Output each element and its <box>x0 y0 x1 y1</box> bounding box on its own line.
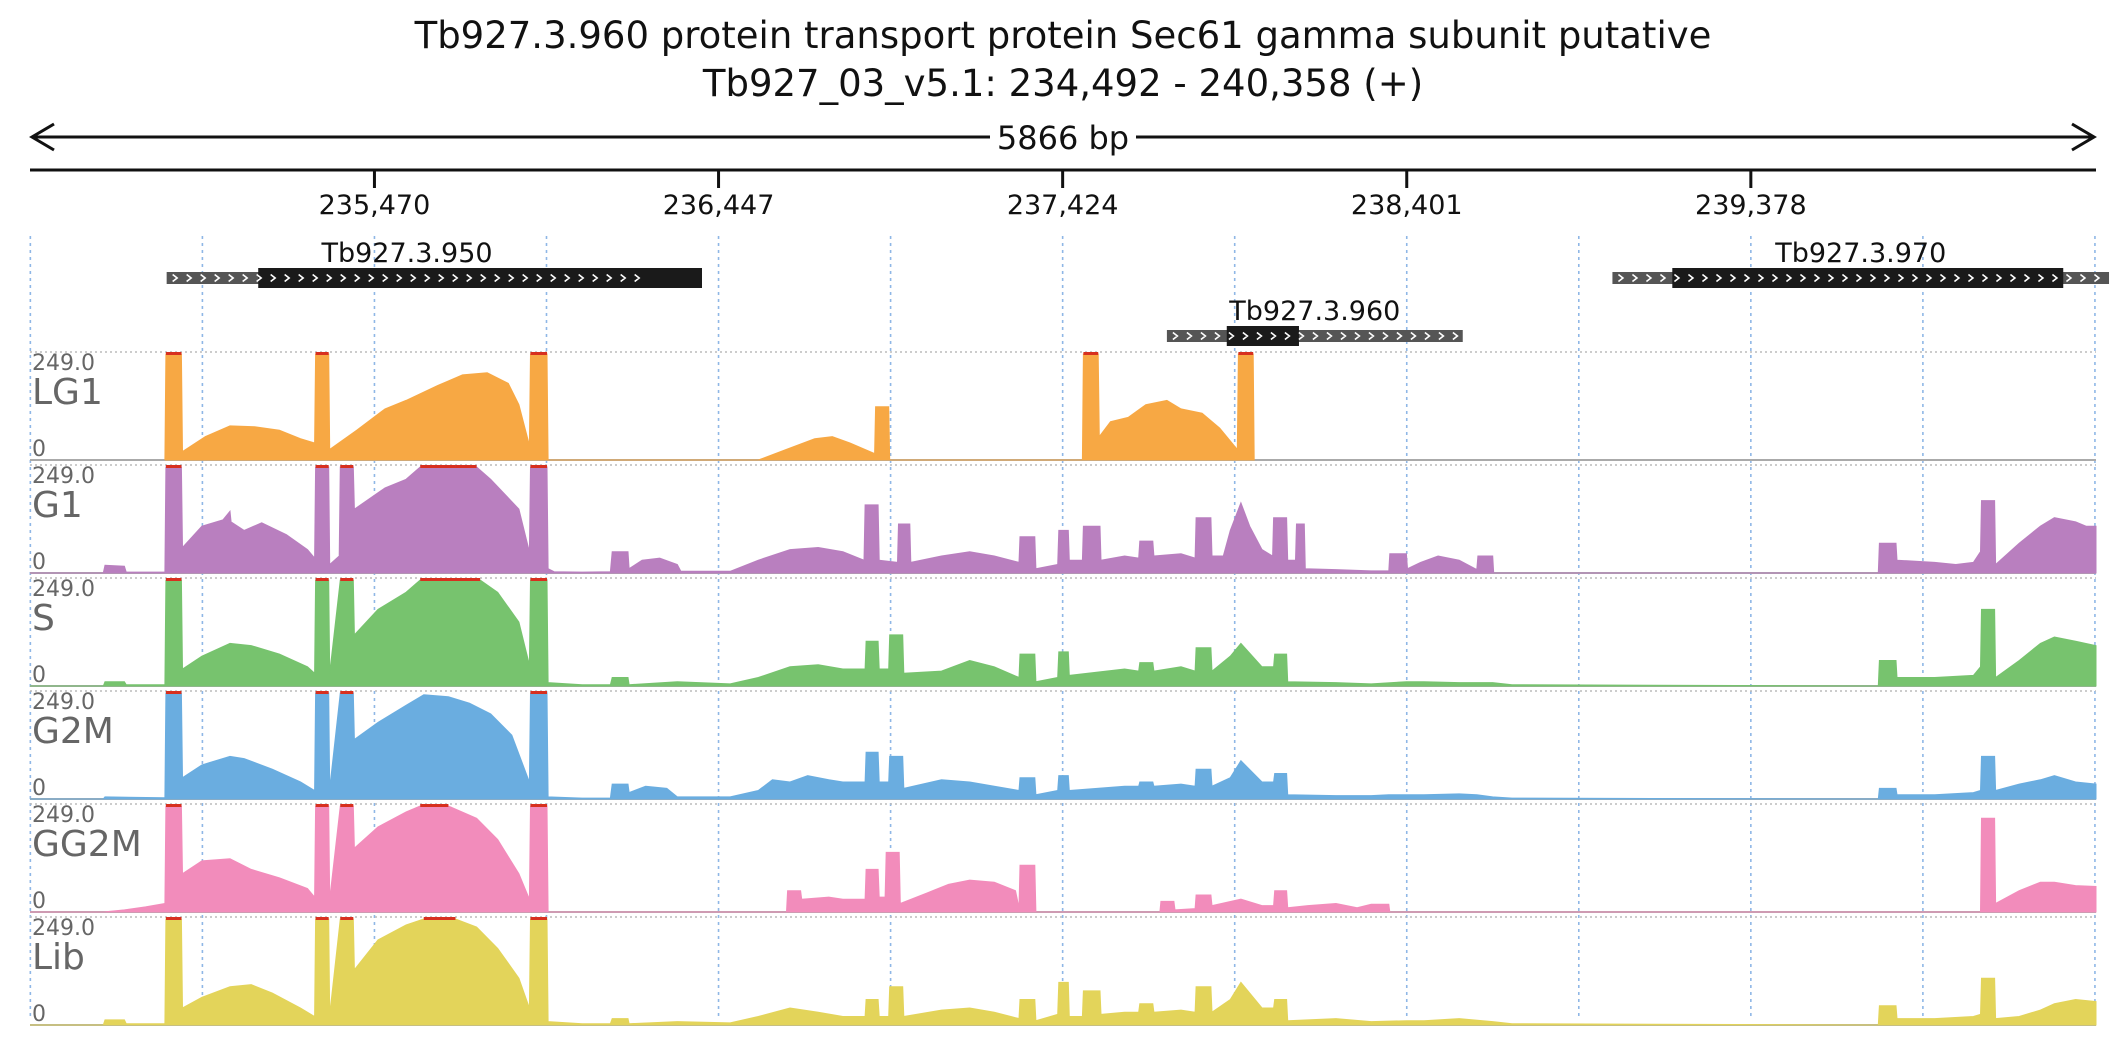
clip-marker <box>165 804 182 807</box>
track-min-label: 0 <box>32 776 46 801</box>
ruler-tick-label: 237,424 <box>1007 190 1119 221</box>
gene-Tb927-3-950: Tb927.3.950 <box>166 238 702 288</box>
track-g1: 249.0G1 0 <box>30 464 2097 575</box>
track-min-label: 0 <box>32 1002 46 1027</box>
clip-marker <box>1083 352 1099 355</box>
clip-marker <box>530 465 548 468</box>
gene-cds-bar <box>1226 326 1299 346</box>
strand-chevrons <box>172 273 641 283</box>
strand-chevrons <box>1617 273 2101 283</box>
clip-marker <box>340 804 354 807</box>
clip-marker <box>340 917 354 920</box>
arrow-left-icon <box>29 122 55 152</box>
clip-marker <box>165 917 182 920</box>
clip-marker <box>455 465 477 468</box>
track-name: GG2M <box>32 824 142 865</box>
gene-utr-bar <box>1166 330 1463 342</box>
track-min-label: 0 <box>32 550 46 575</box>
coverage-area <box>30 918 2097 1026</box>
clip-marker <box>530 917 548 920</box>
clip-marker <box>315 578 329 581</box>
coverage-area <box>30 805 2097 913</box>
clip-marker <box>165 691 182 694</box>
clip-marker <box>340 578 354 581</box>
clip-marker <box>530 804 548 807</box>
track-min-label: 0 <box>32 663 46 688</box>
arrow-right-icon <box>2071 122 2097 152</box>
ruler-tick-label: 239,378 <box>1695 190 1807 221</box>
clip-marker <box>165 578 182 581</box>
track-name: G1 <box>32 485 83 526</box>
clip-marker <box>1238 352 1254 355</box>
strand-chevrons <box>1172 331 1459 341</box>
clip-marker <box>420 465 456 468</box>
clip-marker <box>420 578 481 581</box>
clip-marker <box>315 465 329 468</box>
gene-Tb927-3-970: Tb927.3.970 <box>1612 238 2110 288</box>
gene-label: Tb927.3.950 <box>321 238 493 269</box>
ruler-ticks: 235,470 236,447 237,424 238,401 239,378 <box>319 170 1807 221</box>
track-name: LG1 <box>32 372 103 413</box>
track-s: 249.0S 0 <box>30 577 2097 688</box>
track-max-label: 249.0 <box>32 916 95 941</box>
coverage-tracks: 249.0LG10249.0G10249.0S0249.0G2M0249.0GG… <box>30 351 2097 1027</box>
ruler-tick-label: 238,401 <box>1351 190 1463 221</box>
gene-tracks: Tb927.3.950 Tb927.3.960 Tb927.3.970 <box>166 238 2110 346</box>
gene-cds-bar <box>1672 268 2064 288</box>
gene-cds-bar <box>258 268 702 288</box>
track-name: S <box>32 598 55 639</box>
clip-marker <box>315 804 329 807</box>
track-max-label: 249.0 <box>32 464 95 489</box>
clip-marker <box>530 691 548 694</box>
track-max-label: 249.0 <box>32 803 95 828</box>
ruler-tick-label: 236,447 <box>663 190 775 221</box>
clip-marker <box>530 352 548 355</box>
track-max-label: 249.0 <box>32 351 95 376</box>
coverage-area <box>30 466 2097 574</box>
track-max-label: 249.0 <box>32 690 95 715</box>
clip-marker <box>315 691 329 694</box>
coverage-area <box>30 579 2097 687</box>
clip-marker <box>423 917 456 920</box>
gene-label: Tb927.3.970 <box>1774 238 1946 269</box>
clip-marker <box>340 691 354 694</box>
track-min-label: 0 <box>32 437 46 462</box>
track-name: Lib <box>32 937 85 978</box>
clip-marker <box>165 465 182 468</box>
clip-marker <box>165 352 182 355</box>
clip-marker <box>530 578 548 581</box>
clip-marker <box>340 465 354 468</box>
coverage-area <box>30 692 2097 800</box>
track-min-label: 0 <box>32 889 46 914</box>
gene-Tb927-3-960: Tb927.3.960 <box>1166 296 1463 346</box>
gene-label: Tb927.3.960 <box>1228 296 1400 327</box>
clip-marker <box>420 804 449 807</box>
figure-title: Tb927.3.960 protein transport protein Se… <box>414 14 1712 57</box>
coverage-area <box>164 353 1255 461</box>
figure-locus: Tb927_03_v5.1: 234,492 - 240,358 (+) <box>702 62 1423 105</box>
span-label: 5866 bp <box>997 119 1129 157</box>
clip-marker <box>315 352 329 355</box>
clip-marker <box>315 917 329 920</box>
track-name: G2M <box>32 711 114 752</box>
track-max-label: 249.0 <box>32 577 95 602</box>
ruler-tick-label: 235,470 <box>319 190 431 221</box>
